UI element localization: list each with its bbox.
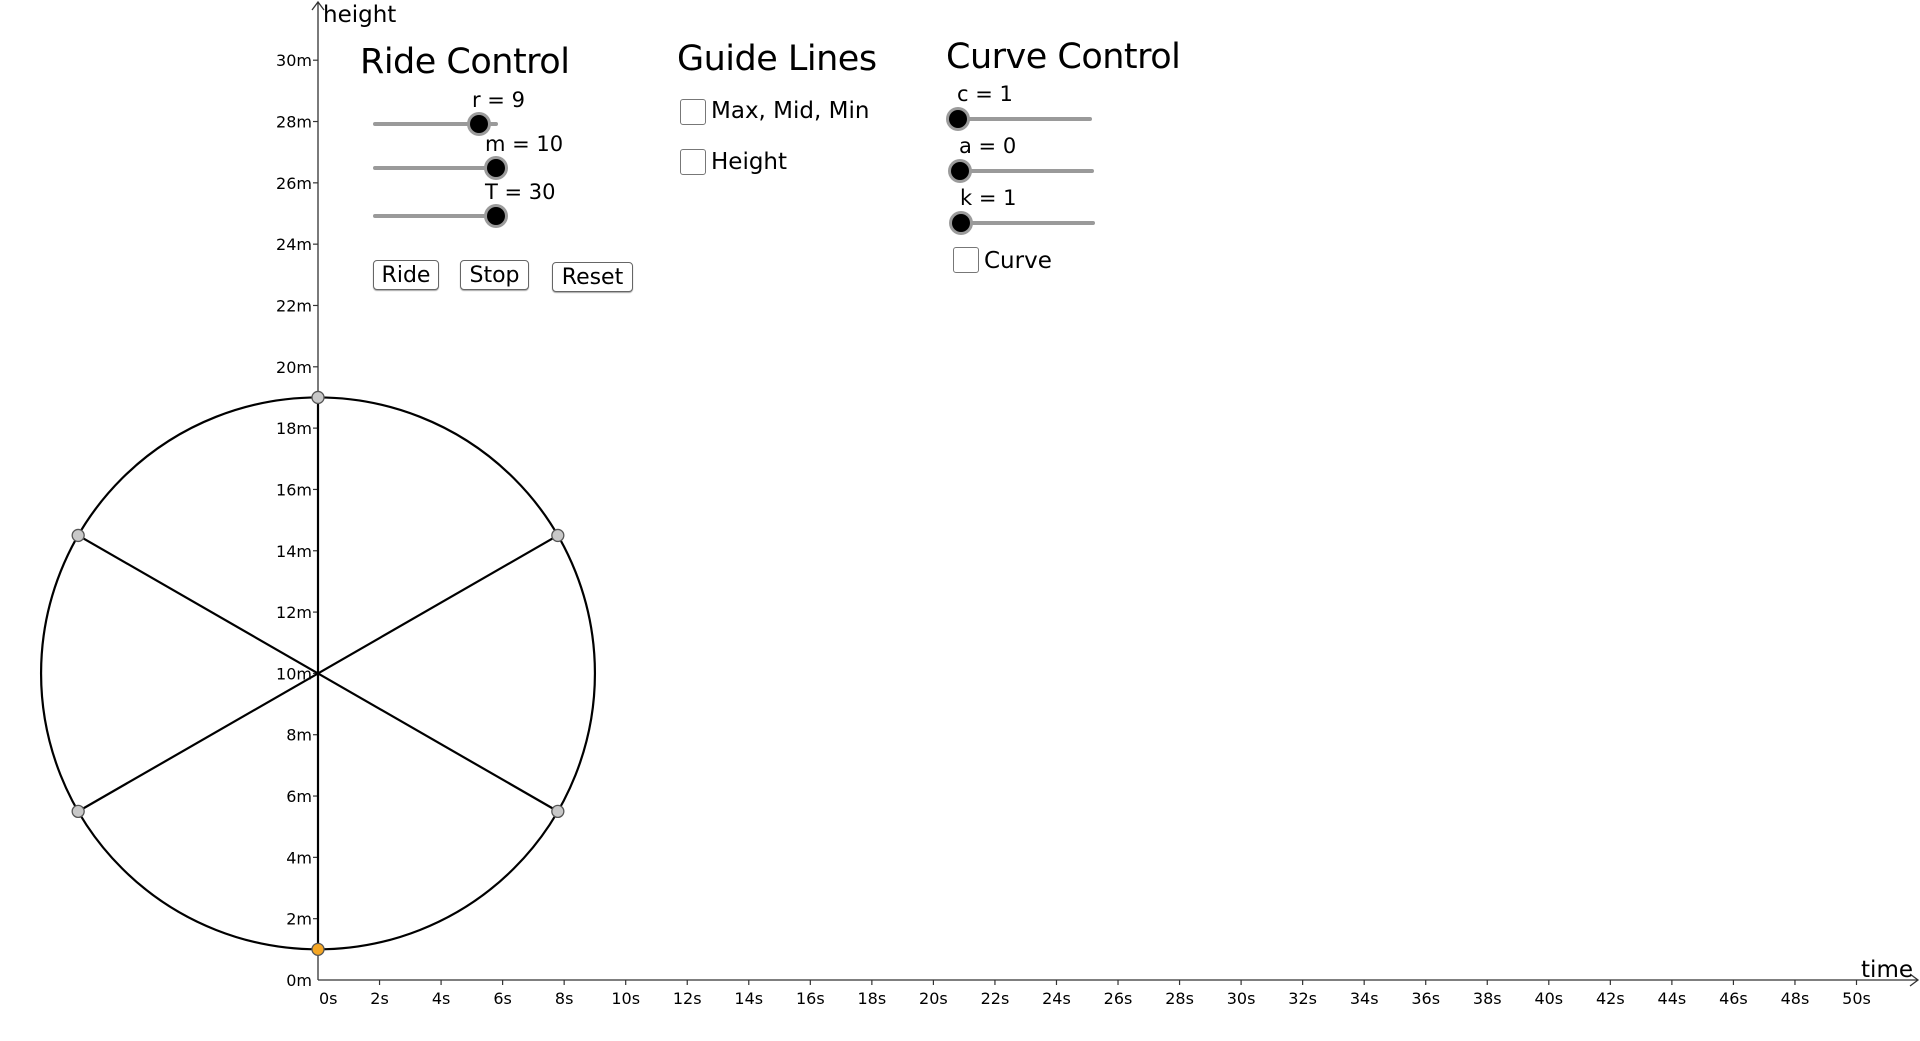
wheel-spoke (317, 672, 559, 813)
x-tick-label: 16s (796, 989, 825, 1008)
wheel-seat-point (71, 528, 85, 543)
height-label: Height (711, 149, 788, 175)
max-mid-min-checkbox[interactable] (680, 99, 706, 125)
y-axis-arrow (311, 0, 325, 11)
x-tick-label: 14s (734, 989, 763, 1008)
wheel-spoke (77, 534, 319, 675)
y-tick-label: 12m (276, 603, 312, 622)
y-tick-label: 26m (276, 174, 312, 193)
slider-T-knob[interactable] (487, 207, 505, 225)
slider-m-knob[interactable] (487, 159, 505, 177)
x-tick-label: 26s (1104, 989, 1133, 1008)
slider-r-knob[interactable] (470, 115, 489, 133)
slider-a-label: a = 0 (959, 134, 1017, 158)
x-tick-label: 12s (673, 989, 702, 1008)
y-tick-label: 6m (286, 787, 312, 806)
y-tick-label: 2m (286, 910, 312, 929)
slider-k-label: k = 1 (960, 186, 1017, 210)
rider-point (311, 942, 325, 956)
x-tick-label: 32s (1288, 989, 1317, 1008)
x-tick-label: 20s (919, 989, 948, 1008)
x-tick-label: 28s (1165, 989, 1194, 1008)
y-axis-label: height (323, 2, 396, 28)
ride-control-title: Ride Control (360, 42, 570, 82)
max-mid-min-label: Max, Mid, Min (711, 98, 870, 124)
x-tick-label: 6s (493, 989, 512, 1008)
wheel-spoke (317, 534, 559, 675)
x-tick-label: 0s (319, 989, 338, 1008)
curve-checkbox[interactable] (953, 247, 979, 273)
slider-m-label: m = 10 (485, 132, 564, 156)
x-tick-label: 34s (1350, 989, 1379, 1008)
slider-m-track[interactable] (373, 166, 496, 170)
curve-label: Curve (984, 248, 1052, 274)
x-axis-arrow (1909, 973, 1920, 987)
x-tick-label: 2s (370, 989, 389, 1008)
y-tick-label: 14m (276, 542, 312, 561)
x-tick-label: 44s (1658, 989, 1687, 1008)
slider-r-label: r = 9 (472, 88, 525, 112)
slider-T-track[interactable] (373, 214, 496, 218)
slider-c-label: c = 1 (957, 82, 1013, 106)
slider-a-track[interactable] (960, 169, 1094, 173)
height-checkbox[interactable] (680, 149, 706, 175)
stop-button[interactable]: Stop (460, 260, 529, 290)
curve-control-title: Curve Control (946, 37, 1181, 77)
y-tick-label: 28m (276, 113, 312, 132)
guide-lines-title: Guide Lines (677, 39, 877, 79)
wheel-seat-point (551, 804, 565, 819)
x-tick-label: 30s (1227, 989, 1256, 1008)
x-tick-label: 50s (1842, 989, 1871, 1008)
y-tick-label: 16m (276, 480, 312, 499)
x-tick-label: 46s (1719, 989, 1748, 1008)
y-tick-label: 24m (276, 235, 312, 254)
y-tick-label: 18m (276, 419, 312, 438)
y-tick-label: 4m (286, 848, 312, 867)
wheel-seat-point (551, 528, 565, 543)
x-tick-label: 48s (1781, 989, 1810, 1008)
y-tick-label: 10m (276, 664, 312, 683)
x-tick-label: 40s (1534, 989, 1563, 1008)
wheel-seat-point (71, 804, 85, 819)
x-tick-label: 4s (432, 989, 451, 1008)
wheel-seat-point (311, 390, 325, 405)
slider-k-track[interactable] (961, 221, 1095, 225)
y-tick-label: 8m (286, 726, 312, 745)
y-tick-label: 0m (286, 971, 312, 990)
x-axis-label: time (1861, 957, 1913, 983)
slider-T-label: T = 30 (485, 180, 556, 204)
y-tick-label: 20m (276, 358, 312, 377)
axes: height time 0m 2m 4m 6m 8m 10m 12m 14m 16m 18m 20m 22… (276, 0, 1920, 1008)
x-tick-label: 42s (1596, 989, 1625, 1008)
wheel-spoke (77, 672, 319, 813)
slider-c-knob[interactable] (949, 110, 967, 128)
x-tick-label: 18s (858, 989, 887, 1008)
x-tick-label: 8s (555, 989, 574, 1008)
ride-button[interactable]: Ride (373, 260, 439, 290)
slider-r-track[interactable] (373, 122, 498, 126)
slider-a-knob[interactable] (951, 162, 969, 180)
x-tick-label: 10s (611, 989, 640, 1008)
slider-k-knob[interactable] (952, 214, 970, 232)
ferris-wheel (39, 390, 597, 956)
slider-c-track[interactable] (958, 117, 1092, 121)
y-tick-label: 22m (276, 296, 312, 315)
x-tick-label: 36s (1411, 989, 1440, 1008)
y-tick-label: 30m (276, 51, 312, 70)
x-tick-label: 38s (1473, 989, 1502, 1008)
x-tick-label: 24s (1042, 989, 1071, 1008)
x-tick-label: 22s (981, 989, 1010, 1008)
reset-button[interactable]: Reset (552, 262, 633, 292)
